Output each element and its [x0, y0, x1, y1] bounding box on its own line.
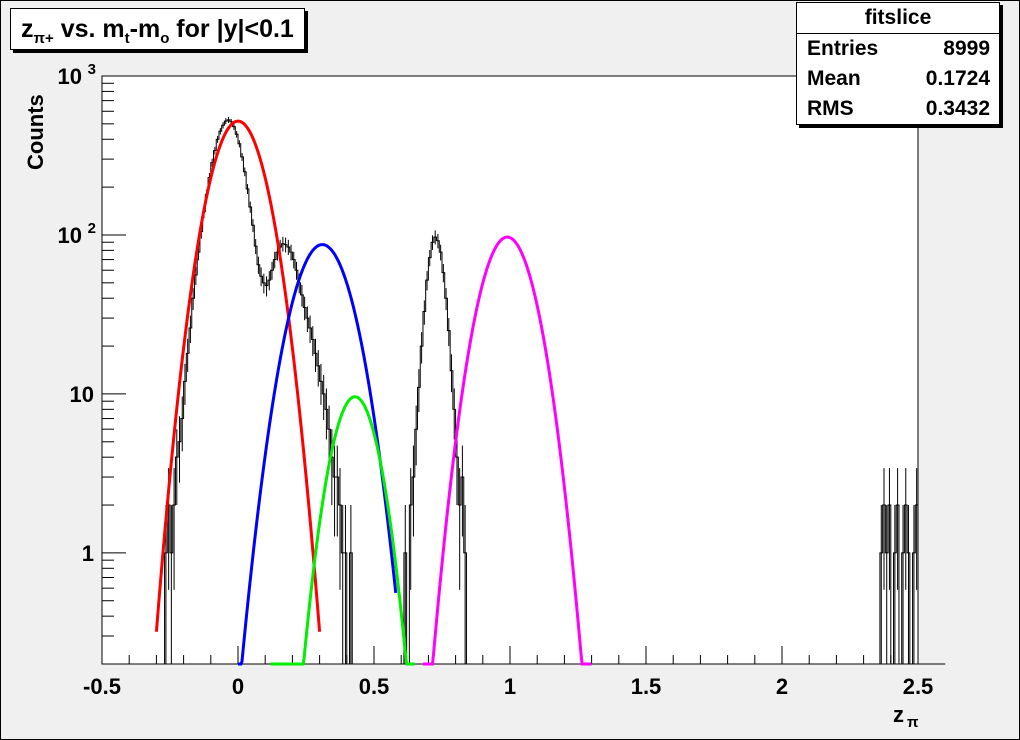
stats-value: 0.3432 — [925, 97, 990, 120]
stats-value: 0.1724 — [925, 67, 990, 90]
stats-name: fitslice — [797, 3, 999, 34]
title-sub: π+ — [33, 30, 54, 47]
y-tick-exponent: 2 — [88, 220, 96, 237]
x-tick-label: -0.5 — [83, 674, 121, 699]
x-tick-label: 0 — [232, 674, 244, 699]
fit-curve — [238, 243, 398, 666]
x-tick-label: 0.5 — [359, 674, 390, 699]
stats-label: Mean — [807, 67, 861, 90]
title-part: vs. m — [53, 15, 125, 43]
fit-curve — [270, 395, 415, 666]
stats-label: RMS — [807, 97, 854, 120]
title-part: -m — [129, 15, 161, 43]
stats-row: Entries 8999 — [797, 34, 999, 64]
plot-area — [101, 75, 919, 665]
x-axis-label-sub: π — [907, 714, 919, 731]
x-tick-label: 2 — [776, 674, 788, 699]
y-tick-label: 10 — [58, 64, 82, 89]
title-part: z — [21, 15, 34, 43]
stats-box: fitslice Entries 8999 Mean 0.1724 RMS 0.… — [796, 2, 1000, 125]
fit-curve — [422, 235, 592, 666]
x-tick-label: 2.5 — [903, 674, 934, 699]
y-tick-label: 1 — [82, 541, 94, 566]
fit-curve — [154, 119, 322, 632]
title-sub: t — [124, 30, 130, 47]
y-tick-label: 10 — [58, 223, 82, 248]
title-sub: o — [160, 30, 170, 47]
chart-title: zπ+ vs. mt-mo for |y|<0.1 — [10, 8, 305, 50]
y-tick-exponent: 3 — [88, 61, 96, 78]
x-axis-label: z — [893, 702, 904, 727]
x-tick-label: 1 — [504, 674, 516, 699]
y-tick-label: 10 — [70, 382, 94, 407]
histogram-line — [156, 119, 946, 665]
x-tick-label: 1.5 — [631, 674, 662, 699]
stats-row: RMS 0.3432 — [797, 94, 999, 124]
title-part: for |y|<0.1 — [169, 15, 294, 43]
stats-row: Mean 0.1724 — [797, 64, 999, 94]
stats-value: 8999 — [943, 37, 990, 60]
y-axis-label: Counts — [23, 94, 48, 170]
stats-label: Entries — [807, 37, 879, 60]
